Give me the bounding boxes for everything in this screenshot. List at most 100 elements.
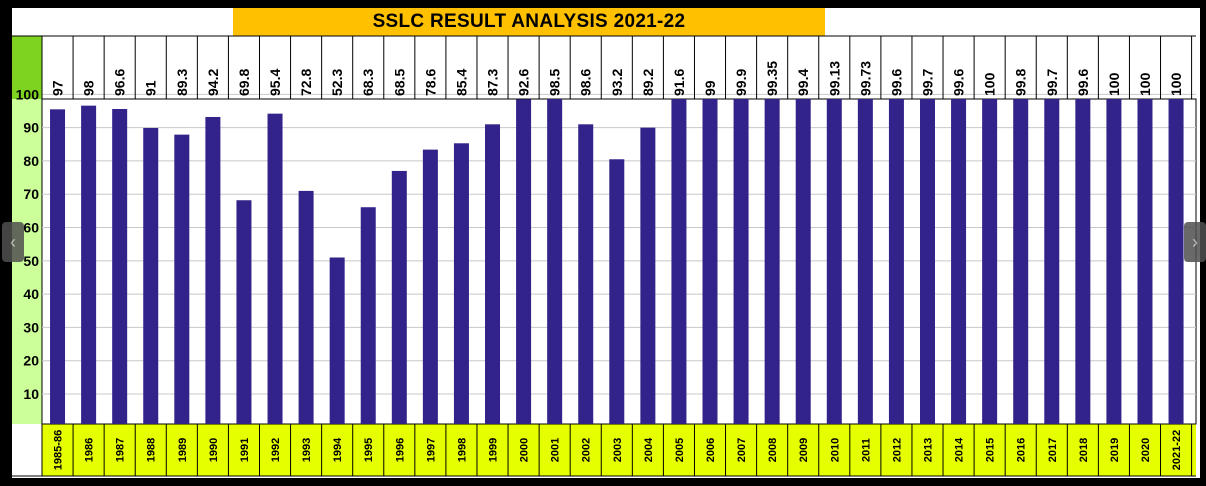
value-label-row xyxy=(42,36,1196,99)
x-tick-label: 1987 xyxy=(115,438,127,462)
bar xyxy=(485,124,501,425)
x-tick-label: 1998 xyxy=(456,438,468,462)
chevron-left-icon[interactable]: ‹ xyxy=(2,222,24,262)
bar xyxy=(1075,99,1091,424)
bar-value-label: 100 xyxy=(982,72,998,96)
bar-value-label: 52.3 xyxy=(329,69,345,96)
category-corner-cell xyxy=(12,424,42,476)
bar xyxy=(640,127,656,424)
bar-value-label: 89.3 xyxy=(174,69,190,96)
bar xyxy=(360,207,376,424)
y-tick-label: 30 xyxy=(23,319,39,335)
x-tick-label: 2001 xyxy=(550,438,562,462)
x-tick-label: 1996 xyxy=(394,438,406,462)
x-tick-label: 1997 xyxy=(425,438,437,462)
bar-value-label: 99.73 xyxy=(857,61,873,96)
bar xyxy=(1013,99,1029,424)
y-tick-label: 70 xyxy=(23,186,39,202)
bar-value-label: 98.6 xyxy=(578,69,594,96)
bar xyxy=(267,113,283,424)
x-tick-label: 1995 xyxy=(363,438,375,462)
bar xyxy=(733,99,749,424)
x-tick-label: 1991 xyxy=(239,438,251,462)
bar-value-label: 99.13 xyxy=(826,61,842,96)
bar-value-label: 87.3 xyxy=(485,69,501,96)
x-tick-label: 2002 xyxy=(581,438,593,462)
x-tick-label: 1985-86 xyxy=(53,430,65,470)
chart-title: SSLC RESULT ANALYSIS 2021-22 xyxy=(372,11,686,32)
y-tick-label: 50 xyxy=(23,253,39,269)
x-tick-label: 2004 xyxy=(643,437,655,462)
chevron-right-icon[interactable]: › xyxy=(1184,222,1206,262)
bar-value-label: 99.6 xyxy=(1075,69,1091,96)
x-tick-label: 2019 xyxy=(1109,438,1121,462)
bar xyxy=(50,109,66,424)
x-tick-label: 2005 xyxy=(674,438,686,462)
x-tick-label: 2010 xyxy=(829,438,841,462)
bar-value-label: 68.3 xyxy=(360,69,376,96)
bar xyxy=(236,200,252,424)
bar xyxy=(982,99,998,424)
bar-value-label: 99.7 xyxy=(1044,69,1060,96)
bar-value-label: 100 xyxy=(1106,72,1122,96)
x-tick-label: 2000 xyxy=(519,438,531,462)
bar xyxy=(1168,99,1184,424)
x-tick-label: 2011 xyxy=(860,438,872,462)
x-tick-label: 2015 xyxy=(985,438,997,462)
bar-value-label: 91.6 xyxy=(671,69,687,96)
x-tick-label: 1986 xyxy=(84,438,96,462)
bar xyxy=(81,105,97,424)
x-tick-label: 2009 xyxy=(798,438,810,462)
x-tick-label: 2020 xyxy=(1140,438,1152,462)
y-tick-label: 20 xyxy=(23,353,39,369)
bar-value-label: 72.8 xyxy=(298,69,314,96)
bar xyxy=(919,99,935,424)
bar-value-label: 99.4 xyxy=(795,69,811,96)
x-tick-label: 1993 xyxy=(301,438,313,462)
bar-value-label: 99.7 xyxy=(919,69,935,96)
y-tick-label: 100 xyxy=(16,86,40,102)
bar xyxy=(1044,99,1060,424)
bar-value-label: 97 xyxy=(50,80,66,96)
bar xyxy=(174,134,190,424)
bar-value-label: 99.6 xyxy=(951,69,967,96)
bar-value-label: 98 xyxy=(81,80,97,96)
bar xyxy=(857,99,873,424)
bar-value-label: 85.4 xyxy=(453,69,469,96)
bar xyxy=(112,108,128,425)
bar xyxy=(516,99,532,424)
title-band: SSLC RESULT ANALYSIS 2021-22 xyxy=(233,8,825,36)
x-tick-label: 2018 xyxy=(1078,438,1090,462)
bar-value-label: 95.4 xyxy=(267,69,283,96)
bar xyxy=(453,143,469,424)
bar-value-label: 91 xyxy=(143,80,159,96)
x-tick-label: 2012 xyxy=(891,438,903,462)
bar xyxy=(547,99,563,424)
y-tick-label: 90 xyxy=(23,120,39,136)
bar-value-label: 99.8 xyxy=(1013,69,1029,96)
bar xyxy=(391,170,407,424)
x-tick-label: 1990 xyxy=(208,438,220,462)
bar xyxy=(795,99,811,424)
bar xyxy=(609,159,625,424)
corner-cell xyxy=(12,36,42,99)
x-tick-label: 2007 xyxy=(736,438,748,462)
x-tick-label: 1994 xyxy=(332,437,344,462)
bar xyxy=(951,99,967,424)
bar-value-label: 98.5 xyxy=(547,69,563,96)
x-tick-label: 2006 xyxy=(705,438,717,462)
bar-value-label: 100 xyxy=(1137,72,1153,96)
bar xyxy=(1137,99,1153,424)
x-tick-label: 2008 xyxy=(767,438,779,462)
x-tick-label: 1999 xyxy=(488,438,500,462)
bar xyxy=(671,99,687,424)
bar xyxy=(143,127,159,425)
y-tick-label: 80 xyxy=(23,153,39,169)
bar-value-label: 68.5 xyxy=(391,69,407,96)
bar-value-label: 99.9 xyxy=(733,69,749,96)
category-row xyxy=(42,424,1196,476)
x-tick-label: 2021-22 xyxy=(1171,430,1183,470)
bar xyxy=(826,99,842,424)
bar-value-label: 93.2 xyxy=(609,69,625,96)
